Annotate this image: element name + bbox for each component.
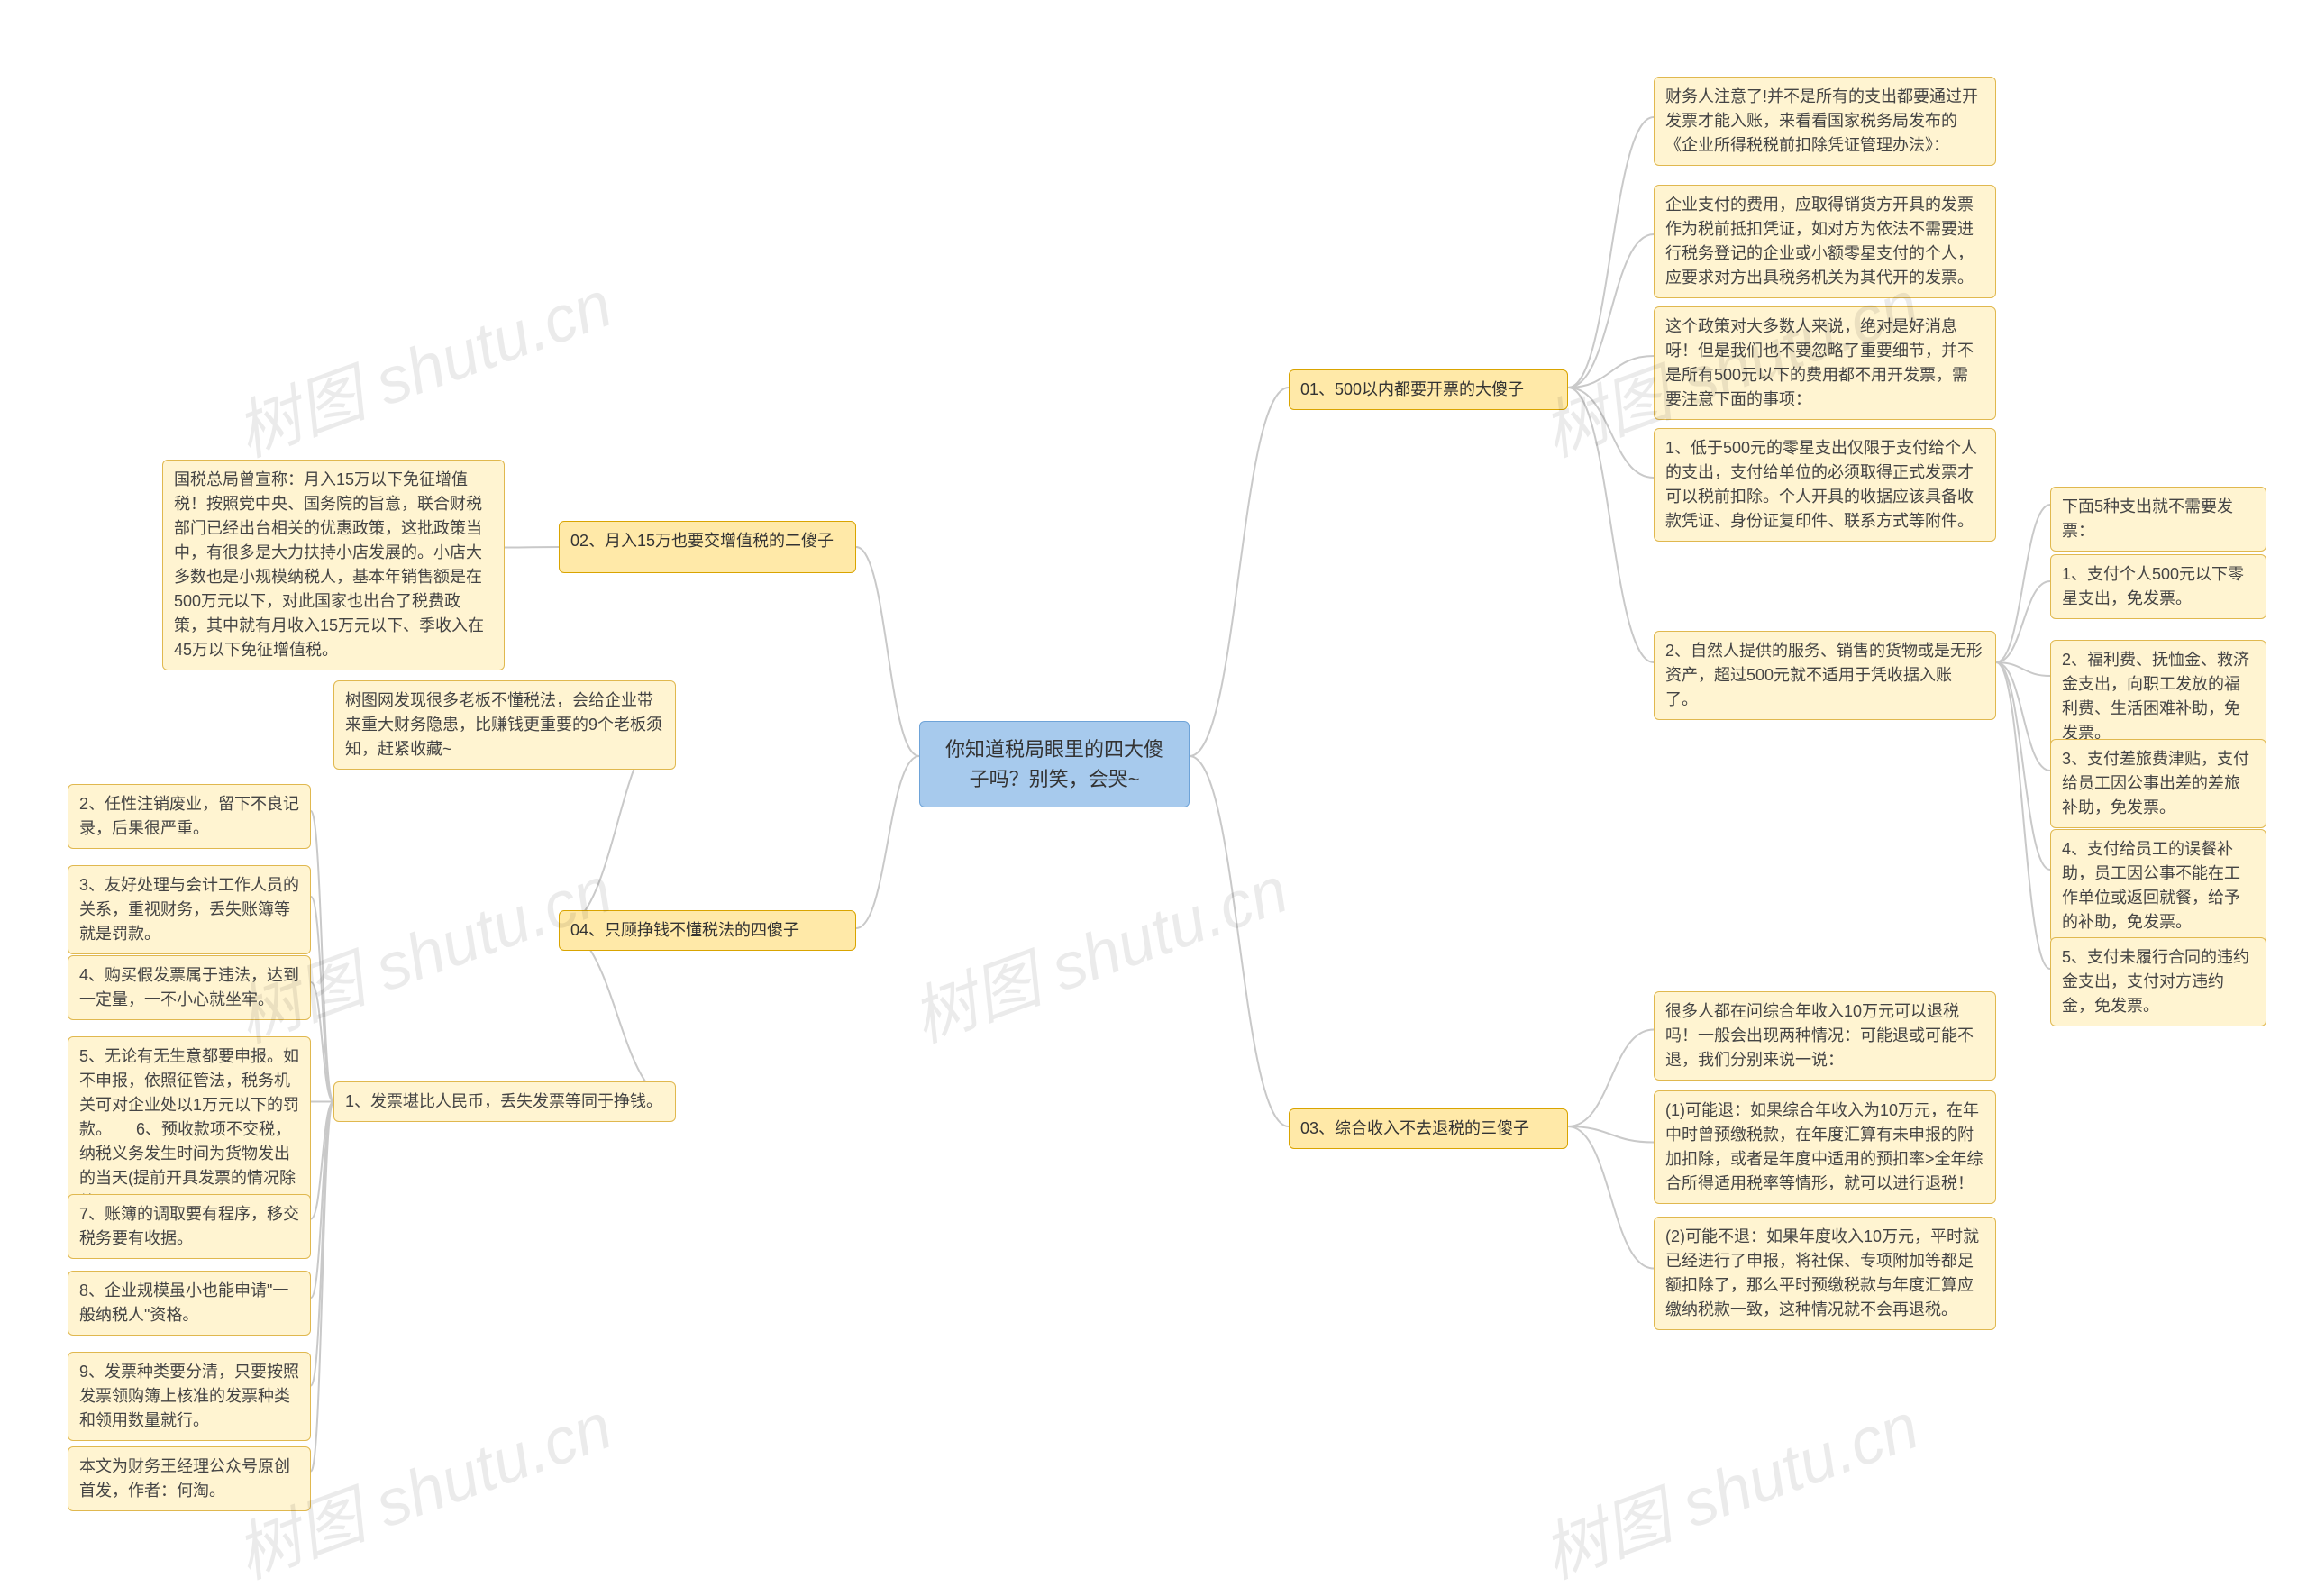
- leaf-b01-4-2: 2、福利费、抚恤金、救济金支出，向职工发放的福利费、生活困难补助，免发票。: [2050, 640, 2266, 753]
- branch-b03: 03、综合收入不去退税的三傻子: [1289, 1108, 1568, 1149]
- leaf-b04-1-1: 3、友好处理与会计工作人员的关系，重视财务，丢失账簿等就是罚款。: [68, 865, 311, 954]
- leaf-b03-1: (1)可能退：如果综合年收入为10万元，在年中时曾预缴税款，在年度汇算有未申报的…: [1654, 1090, 1996, 1204]
- mindmap-canvas: 你知道税局眼里的四大傻子吗？别笑，会哭~ 01、500以内都要开票的大傻子 财务人注…: [0, 0, 2307, 1545]
- leaf-b01-4-0: 下面5种支出就不需要发票：: [2050, 487, 2266, 552]
- leaf-b04-1: 1、发票堪比人民币，丢失发票等同于挣钱。: [333, 1081, 676, 1122]
- leaf-b04-1-5: 8、企业规模虽小也能申请"一般纳税人"资格。: [68, 1271, 311, 1336]
- leaf-b04-1-6: 9、发票种类要分清，只要按照发票领购簿上核准的发票种类和领用数量就行。: [68, 1352, 311, 1441]
- leaf-b01-4-5: 5、支付未履行合同的违约金支出，支付对方违约金，免发票。: [2050, 937, 2266, 1026]
- leaf-b01-3: 1、低于500元的零星支出仅限于支付给个人的支出，支付给单位的必须取得正式发票才…: [1654, 428, 1996, 542]
- watermark: 树图 shutu.cn: [897, 837, 1299, 1061]
- leaf-b02-0: 国税总局曾宣称：月入15万以下免征增值税！按照党中央、国务院的旨意，联合财税部门…: [162, 460, 505, 670]
- leaf-b01-4-1: 1、支付个人500元以下零星支出，免发票。: [2050, 554, 2266, 619]
- leaf-b01-1: 企业支付的费用，应取得销货方开具的发票作为税前抵扣凭证，如对方为依法不需要进行税…: [1654, 185, 1996, 298]
- leaf-b04-1-7: 本文为财务王经理公众号原创首发，作者：何淘。: [68, 1446, 311, 1511]
- watermark: 树图 shutu.cn: [1527, 1373, 1929, 1596]
- branch-b02: 02、月入15万也要交增值税的二傻子: [559, 521, 856, 573]
- leaf-b01-4-3: 3、支付差旅费津贴，支付给员工因公事出差的差旅补助，免发票。: [2050, 739, 2266, 828]
- branch-b01: 01、500以内都要开票的大傻子: [1289, 369, 1568, 410]
- leaf-b04-1-2: 4、购买假发票属于违法，达到一定量，一不小心就坐牢。: [68, 955, 311, 1020]
- leaf-b04-1-4: 7、账簿的调取要有程序，移交税务要有收据。: [68, 1194, 311, 1259]
- leaf-b01-4: 2、自然人提供的服务、销售的货物或是无形资产，超过500元就不适用于凭收据入账了…: [1654, 631, 1996, 720]
- leaf-b01-4-4: 4、支付给员工的误餐补助，员工因公事不能在工作单位或返回就餐，给予的补助，免发票…: [2050, 829, 2266, 943]
- leaf-b03-0: 很多人都在问综合年收入10万元可以退税吗！一般会出现两种情况：可能退或可能不退，…: [1654, 991, 1996, 1081]
- leaf-b01-0: 财务人注意了!并不是所有的支出都要通过开发票才能入账，来看看国家税务局发布的《企…: [1654, 77, 1996, 166]
- leaf-b01-2: 这个政策对大多数人来说，绝对是好消息呀！但是我们也不要忽略了重要细节，并不是所有…: [1654, 306, 1996, 420]
- leaf-b03-2: (2)可能不退：如果年度收入10万元，平时就已经进行了申报，将社保、专项附加等都…: [1654, 1217, 1996, 1330]
- branch-b04: 04、只顾挣钱不懂税法的四傻子: [559, 910, 856, 951]
- root-node: 你知道税局眼里的四大傻子吗？别笑，会哭~: [919, 721, 1190, 807]
- watermark: 树图 shutu.cn: [221, 251, 623, 475]
- leaf-b04-0: 树图网发现很多老板不懂税法，会给企业带来重大财务隐患，比赚钱更重要的9个老板须知…: [333, 680, 676, 770]
- leaf-b04-1-0: 2、任性注销废业，留下不良记录，后果很严重。: [68, 784, 311, 849]
